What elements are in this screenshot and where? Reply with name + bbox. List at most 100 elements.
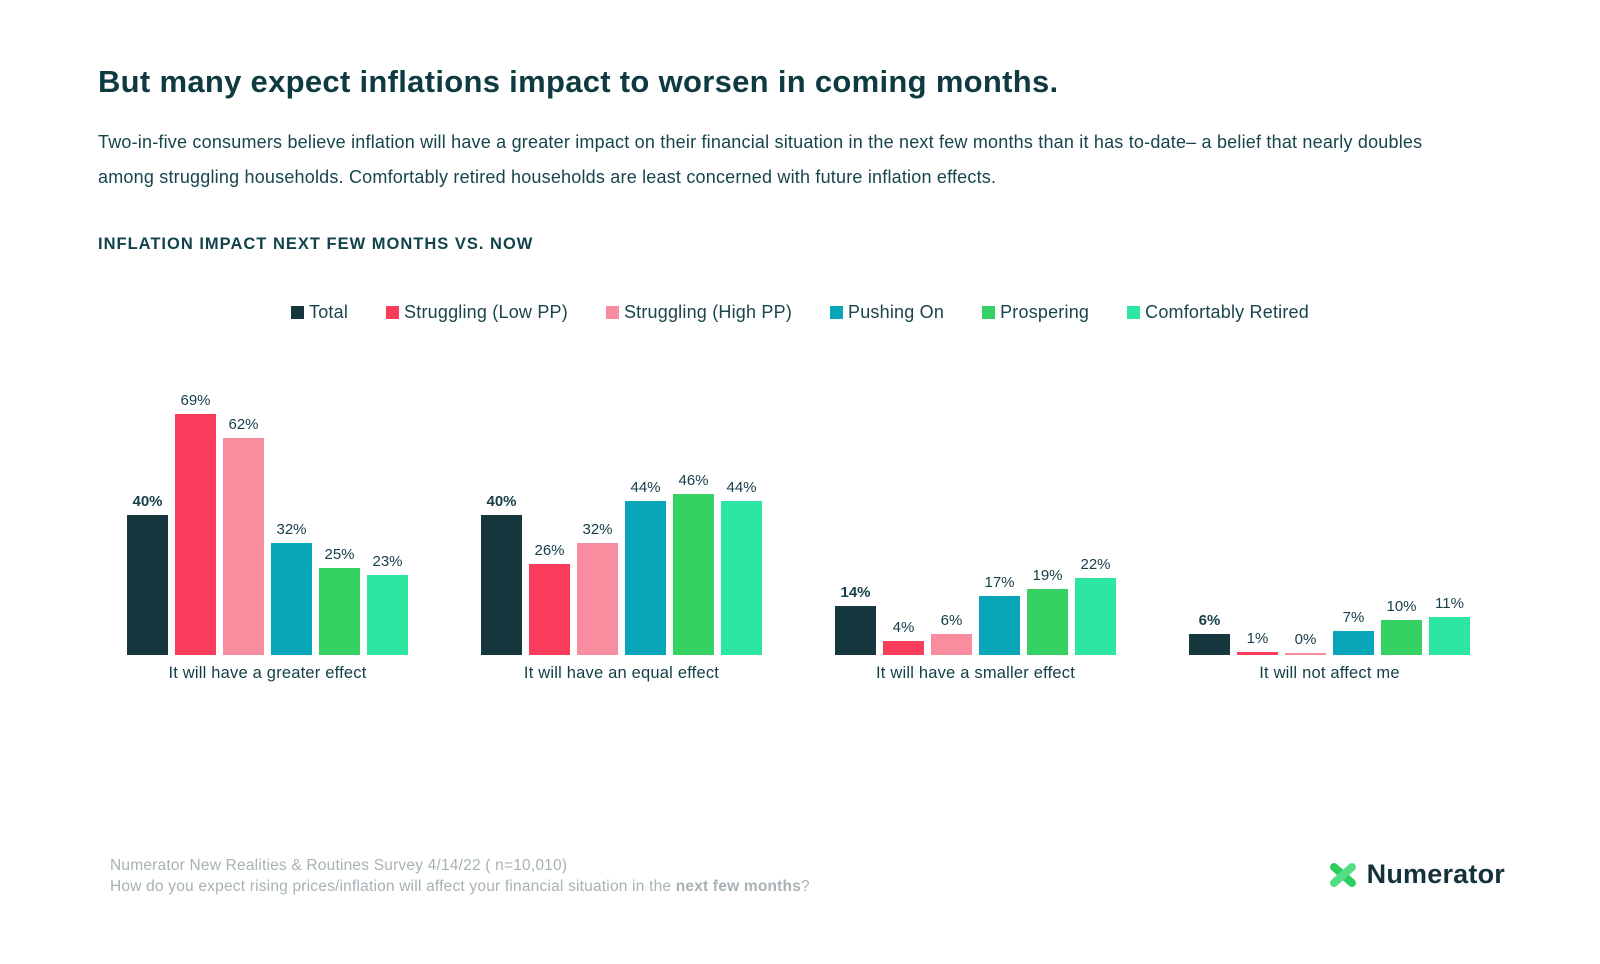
legend-swatch <box>386 306 400 319</box>
bar <box>1027 588 1068 655</box>
legend: Total Struggling (Low PP) Struggling (High… <box>0 302 1600 323</box>
bar-wrap: 22% <box>1075 556 1116 655</box>
source-line-2: How do you expect rising prices/inflatio… <box>110 877 810 895</box>
bar-value-label: 6% <box>1198 612 1221 629</box>
category-label: It will have a greater effect <box>168 664 367 682</box>
legend-swatch <box>291 306 305 319</box>
bar-cluster: 14% 4% 6% 17% 19% 22% <box>835 379 1116 655</box>
bar <box>931 634 972 655</box>
bar-wrap: 14% <box>835 584 876 655</box>
bar-value-label: 40% <box>486 493 517 510</box>
bar-value-label: 26% <box>534 542 565 559</box>
bar-value-label: 7% <box>1342 608 1365 626</box>
bar-value-label: 44% <box>726 479 757 496</box>
bar-chart: 40% 69% 62% 32% 25% 23% It will have a greater… <box>127 379 1470 683</box>
numerator-logo-text: Numerator <box>1366 858 1505 889</box>
bar-value-label: 46% <box>678 472 709 489</box>
bar-value-label: 14% <box>840 584 871 601</box>
bar <box>223 438 264 655</box>
bar-value-label: 1% <box>1246 629 1269 647</box>
legend-swatch <box>1127 306 1141 319</box>
bar <box>1237 651 1278 655</box>
bar <box>1075 578 1116 655</box>
bar-wrap: 10% <box>1381 598 1422 655</box>
numerator-logo: Numerator <box>1327 858 1505 890</box>
bar <box>625 501 666 655</box>
bar-wrap: 23% <box>367 552 408 655</box>
category-group: 40% 69% 62% 32% 25% 23% It will have a greater… <box>127 379 408 683</box>
bar-cluster: 40% 69% 62% 32% 25% 23% <box>127 379 408 655</box>
bar-wrap: 0% <box>1285 631 1326 655</box>
numerator-logo-icon <box>1327 858 1359 890</box>
legend-item: Pushing On <box>830 302 944 323</box>
bar <box>835 606 876 655</box>
category-group: 40% 26% 32% 44% 46% 44% It will have an equal … <box>481 379 762 683</box>
bar <box>367 574 408 655</box>
bar-wrap: 6% <box>931 612 972 655</box>
bar-wrap: 4% <box>883 619 924 655</box>
bar <box>1333 630 1374 655</box>
bar-value-label: 6% <box>940 612 963 629</box>
source-note: Numerator New Realities & Routines Surve… <box>110 856 810 897</box>
page-title: But many expect inflations impact to wor… <box>98 64 1059 99</box>
bar-cluster: 40% 26% 32% 44% 46% 44% <box>481 379 762 655</box>
bar <box>673 494 714 655</box>
bar <box>1189 634 1230 655</box>
bar <box>1285 652 1326 655</box>
bar-value-label: 19% <box>1032 566 1063 584</box>
category-label: It will have a smaller effect <box>876 664 1075 682</box>
bar <box>1381 620 1422 655</box>
bar-wrap: 44% <box>721 479 762 655</box>
bar <box>175 413 216 655</box>
legend-item: Prospering <box>982 302 1089 323</box>
bar-value-label: 44% <box>630 479 661 496</box>
bar-value-label: 22% <box>1080 556 1111 573</box>
legend-swatch <box>605 306 619 319</box>
legend-item: Struggling (Low PP) <box>386 302 568 323</box>
bar-cluster: 6% 1% 0% 7% 10% 11% <box>1189 379 1470 655</box>
bar-wrap: 6% <box>1189 612 1230 655</box>
bar <box>577 543 618 655</box>
bar-wrap: 1% <box>1237 629 1278 655</box>
bar-wrap: 19% <box>1027 566 1068 655</box>
legend-label: Total <box>309 302 349 322</box>
bar-value-label: 32% <box>276 521 307 538</box>
bar <box>883 641 924 655</box>
legend-item: Comfortably Retired <box>1127 302 1309 323</box>
bar-value-label: 23% <box>372 552 403 570</box>
chart-section-label: INFLATION IMPACT NEXT FEW MONTHS VS. NOW <box>98 235 534 253</box>
legend-label: Struggling (High PP) <box>623 302 793 322</box>
legend-swatch <box>982 306 996 319</box>
bar-value-label: 69% <box>180 391 211 409</box>
bar-wrap: 26% <box>529 542 570 655</box>
bar-wrap: 11% <box>1429 594 1470 655</box>
legend-item: Total <box>291 302 348 323</box>
source-line-1: Numerator New Realities & Routines Surve… <box>110 857 568 874</box>
bar-wrap: 7% <box>1333 608 1374 655</box>
legend-swatch <box>830 306 844 319</box>
legend-label: Struggling (Low PP) <box>404 302 568 322</box>
bar <box>127 515 168 655</box>
bar <box>319 567 360 655</box>
bar <box>271 543 312 655</box>
bar-wrap: 40% <box>481 493 522 655</box>
legend-item: Struggling (High PP) <box>605 302 793 323</box>
category-group: 14% 4% 6% 17% 19% 22% It will have a smaller e… <box>835 379 1116 683</box>
bar-value-label: 11% <box>1435 594 1464 612</box>
bar <box>529 564 570 655</box>
bar <box>481 515 522 655</box>
bar <box>979 595 1020 655</box>
bar-wrap: 40% <box>127 493 168 655</box>
bar <box>721 501 762 655</box>
legend-label: Comfortably Retired <box>1145 302 1309 322</box>
page-subtitle: Two-in-five consumers believe inflation … <box>98 132 1423 187</box>
bar-wrap: 69% <box>175 391 216 655</box>
bar-wrap: 44% <box>625 479 666 655</box>
bar-value-label: 10% <box>1386 598 1417 615</box>
bar-wrap: 25% <box>319 546 360 655</box>
bar-value-label: 17% <box>984 573 1015 591</box>
bar-wrap: 32% <box>271 521 312 655</box>
bar-wrap: 62% <box>223 416 264 655</box>
category-group: 6% 1% 0% 7% 10% 11% It will not affect me <box>1189 379 1470 683</box>
legend-label: Pushing On <box>848 302 945 322</box>
